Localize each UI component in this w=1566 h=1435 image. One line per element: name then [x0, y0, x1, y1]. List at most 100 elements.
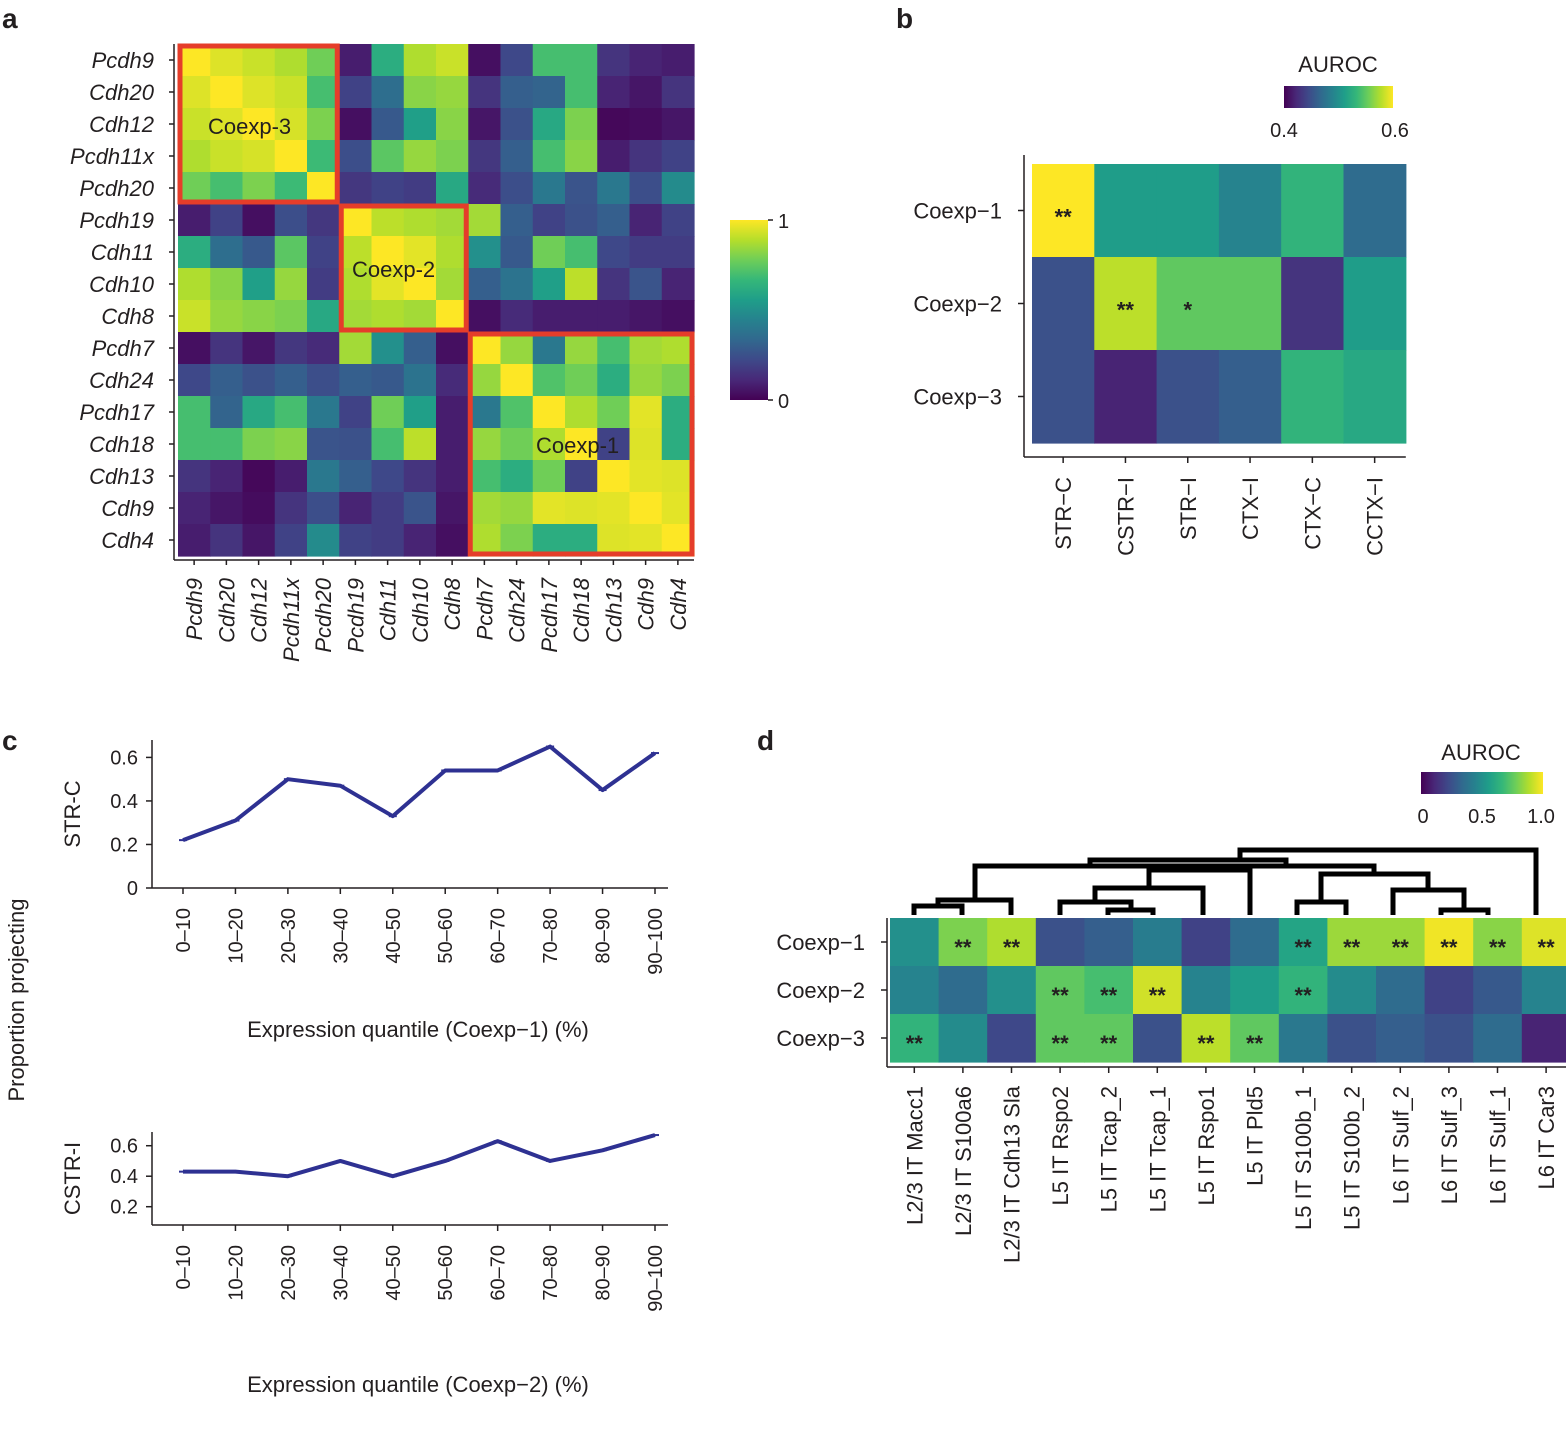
- heatmap-cell: [661, 492, 695, 525]
- heatmap-cell: [468, 492, 502, 525]
- heatmap-cell: [403, 268, 437, 301]
- heatmap-cell: [532, 268, 566, 301]
- heatmap-cell: [597, 428, 631, 461]
- heatmap-cell: [178, 300, 211, 333]
- cluster-label-coexp3: Coexp-3: [208, 114, 291, 139]
- heatmap-cell: [403, 140, 437, 173]
- significance-mark: **: [1197, 1031, 1215, 1056]
- heatmap-cell: [274, 44, 308, 77]
- column-label: CSTR−I: [1113, 477, 1138, 556]
- heatmap-cell: [661, 204, 695, 237]
- panel-d-legend-title: AUROC: [1441, 740, 1521, 765]
- heatmap-cell: [339, 172, 373, 205]
- heatmap-cell: [1181, 966, 1231, 1015]
- panel-a-colorbar-max-label: 1: [778, 211, 789, 233]
- panel-b: b AUROC 0.4 0.6 **** * Coexp−1Coexp−2Coex…: [896, 3, 1409, 556]
- heatmap-cell: [1094, 350, 1158, 444]
- heatmap-cell: [1181, 1014, 1231, 1063]
- row-label: Pcdh9: [92, 48, 154, 73]
- heatmap-cell: [500, 108, 534, 141]
- heatmap-cell: [178, 140, 211, 173]
- heatmap-cell: [532, 364, 566, 397]
- heatmap-cell: [500, 236, 534, 269]
- heatmap-cell: [1278, 918, 1328, 967]
- panel-b-colorbar-label-low: 0.4: [1270, 120, 1298, 142]
- series-line: [183, 1133, 656, 1179]
- heatmap-cell: [500, 492, 534, 525]
- panel-d-dendrogram: [911, 847, 1539, 915]
- panel-d-colorbar-label-mid: 0.5: [1468, 806, 1496, 828]
- heatmap-cell: [629, 492, 663, 525]
- significance-mark: **: [1295, 935, 1313, 960]
- panel-c-shared-ylabel: Proportion projecting: [4, 898, 29, 1101]
- heatmap-cell: [532, 300, 566, 333]
- heatmap-cell: [242, 364, 276, 397]
- dendro-link: [1105, 907, 1156, 915]
- heatmap-cell: [1327, 1014, 1377, 1063]
- heatmap-cell: [468, 300, 502, 333]
- heatmap-cell: [307, 364, 340, 397]
- heatmap-cell: [242, 300, 276, 333]
- heatmap-cell: [436, 364, 469, 397]
- heatmap-cell: [597, 268, 631, 301]
- heatmap-cell: [178, 236, 211, 269]
- heatmap-cell: [242, 460, 276, 493]
- column-label: Cdh24: [505, 578, 530, 643]
- heatmap-cell: [565, 44, 598, 77]
- heatmap-cell: [178, 76, 211, 109]
- heatmap-cell: [1473, 918, 1523, 967]
- heatmap-cell: [339, 364, 373, 397]
- heatmap-cell: [565, 492, 598, 525]
- heatmap-cell: [307, 108, 340, 141]
- panel-a-colorbar-min-label: 0: [778, 391, 789, 413]
- heatmap-cell: [661, 428, 695, 461]
- heatmap-cell: [890, 918, 940, 967]
- heatmap-cell: [210, 428, 244, 461]
- heatmap-cell: [532, 428, 566, 461]
- heatmap-cell: [1084, 966, 1134, 1015]
- x-tick-label: 60–70: [488, 1245, 510, 1301]
- dendro-link: [1294, 899, 1349, 915]
- significance-mark: **: [954, 935, 972, 960]
- heatmap-cell: [468, 204, 502, 237]
- cluster-box: [177, 43, 340, 205]
- heatmap-cell: [1218, 257, 1282, 351]
- column-label: L5 IT Tcap_1: [1145, 1086, 1170, 1212]
- heatmap-cell: [629, 76, 663, 109]
- heatmap-cell: [371, 300, 405, 333]
- heatmap-cell: [1424, 1014, 1474, 1063]
- heatmap-cell: [532, 460, 566, 493]
- panel-c-letter: c: [2, 725, 18, 756]
- heatmap-cell: [178, 268, 211, 301]
- row-label: Pcdh11x: [70, 144, 155, 169]
- heatmap-cell: [436, 428, 469, 461]
- row-label: Cdh9: [101, 496, 154, 521]
- heatmap-cell: [597, 492, 631, 525]
- heatmap-cell: [565, 236, 598, 269]
- heatmap-cell: [468, 364, 502, 397]
- heatmap-cell: [371, 140, 405, 173]
- heatmap-cell: [661, 268, 695, 301]
- heatmap-cell: [436, 44, 469, 77]
- heatmap-cell: [403, 44, 437, 77]
- panel-d-colorbar-label-max: 1.0: [1527, 806, 1555, 828]
- heatmap-cell: [210, 332, 244, 365]
- heatmap-cell: [339, 300, 373, 333]
- heatmap-cell: [307, 524, 340, 557]
- heatmap-cell: [274, 332, 308, 365]
- heatmap-cell: [500, 140, 534, 173]
- heatmap-cell: [339, 76, 373, 109]
- x-tick-label: 70–80: [540, 1245, 562, 1301]
- panel-c: c Proportion projecting 0 0.2 0.4 0.6 0–10 10…: [2, 725, 668, 1397]
- heatmap-cell: [597, 172, 631, 205]
- heatmap-cell: [403, 300, 437, 333]
- significance-mark: **: [1055, 205, 1073, 230]
- heatmap-cell: [242, 76, 276, 109]
- heatmap-cell: [242, 44, 276, 77]
- column-label: Cdh10: [408, 577, 433, 643]
- column-label: Cdh4: [666, 578, 691, 631]
- heatmap-cell: [1133, 966, 1183, 1015]
- subplot-xlabel: Expression quantile (Coexp−2) (%): [247, 1372, 589, 1397]
- heatmap-cell: [1035, 966, 1085, 1015]
